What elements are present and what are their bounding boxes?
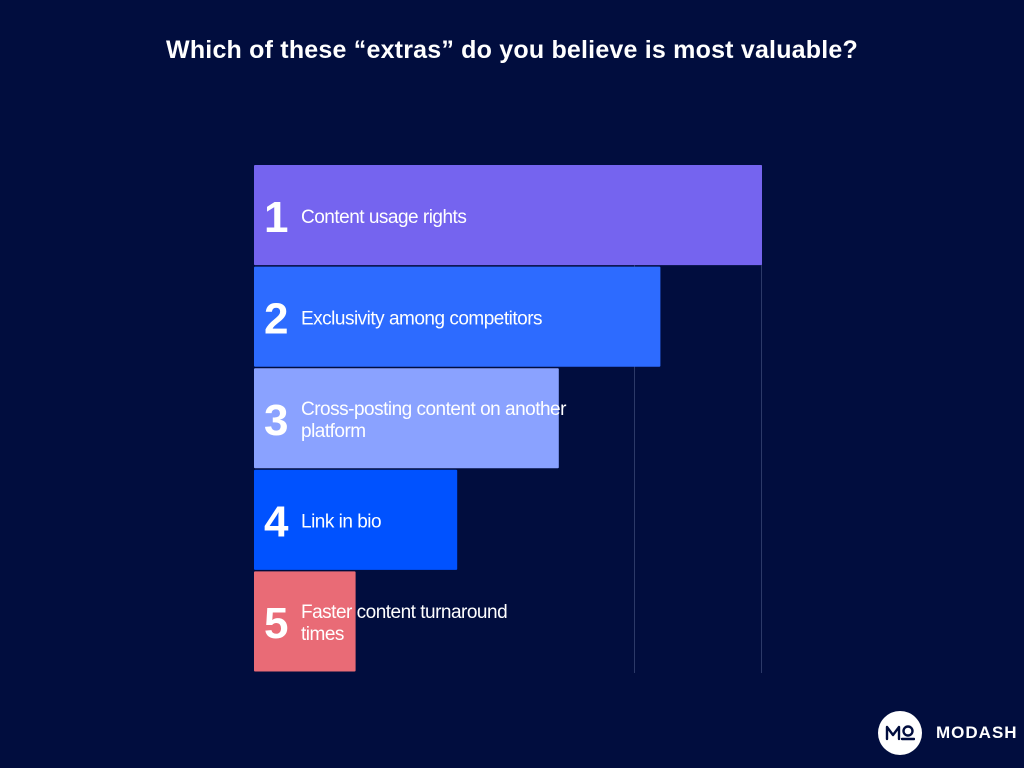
bar-label: Cross-posting content on another platform xyxy=(301,399,567,442)
chart-title: Which of these “extras” do you believe i… xyxy=(166,36,858,64)
modash-logo-icon xyxy=(878,711,922,755)
bar-label: Exclusivity among competitors xyxy=(301,308,542,329)
bar xyxy=(254,165,762,266)
bar-label: Link in bio xyxy=(301,512,381,533)
bar-rank: 5 xyxy=(264,599,288,648)
bar xyxy=(254,266,661,367)
bar xyxy=(254,368,559,469)
bar-rank: 4 xyxy=(264,498,289,547)
bar-rank: 2 xyxy=(264,294,288,343)
bar xyxy=(254,469,458,570)
bar-label: Faster content turnaround times xyxy=(301,602,507,645)
bar-rank: 3 xyxy=(264,396,288,445)
brand-name: MODASH xyxy=(936,723,1018,742)
brand-logo: MODASH xyxy=(878,711,1018,755)
bar xyxy=(254,571,356,672)
bar-label: Content usage rights xyxy=(301,207,466,228)
bar-rank: 1 xyxy=(264,193,288,242)
